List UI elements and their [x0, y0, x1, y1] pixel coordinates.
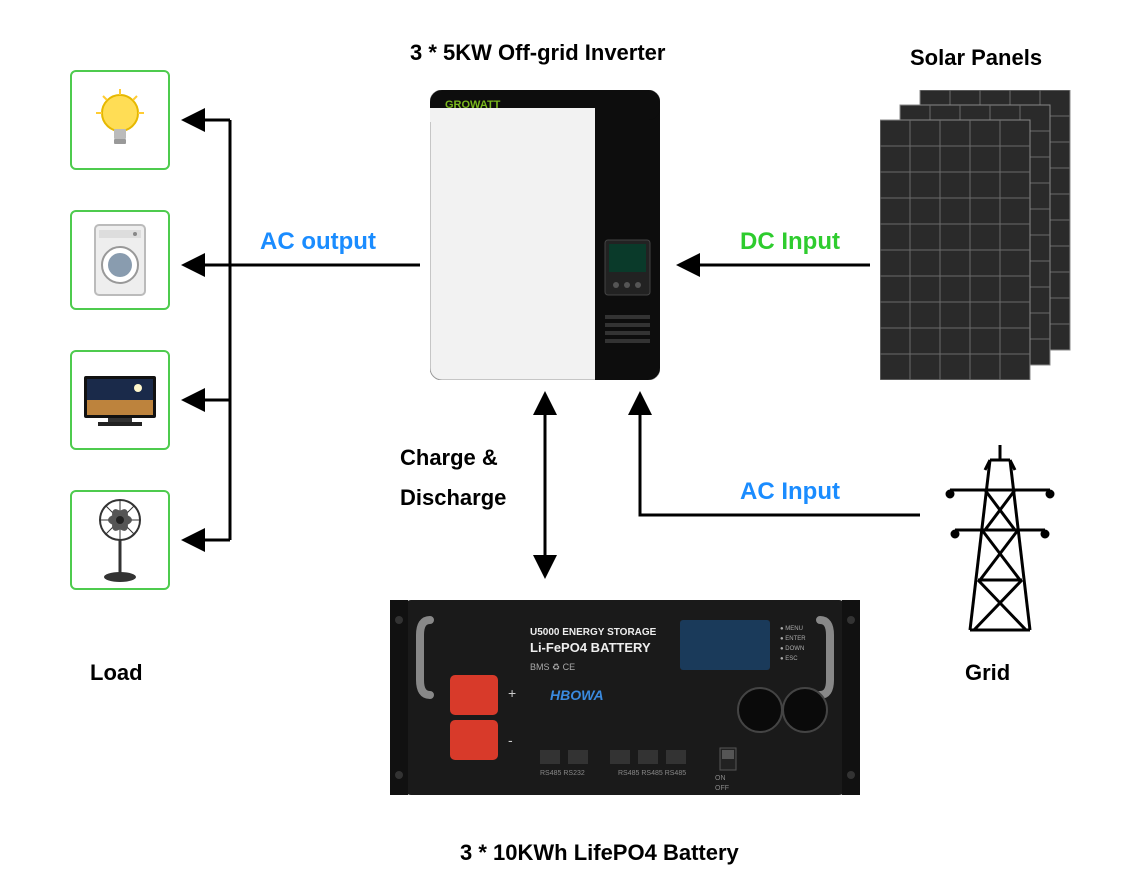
arrows-layer [0, 0, 1140, 890]
arrow-grid-to-inverter [640, 395, 920, 515]
diagram-stage: 3 * 5KW Off-grid Inverter Solar Panels [0, 0, 1140, 890]
